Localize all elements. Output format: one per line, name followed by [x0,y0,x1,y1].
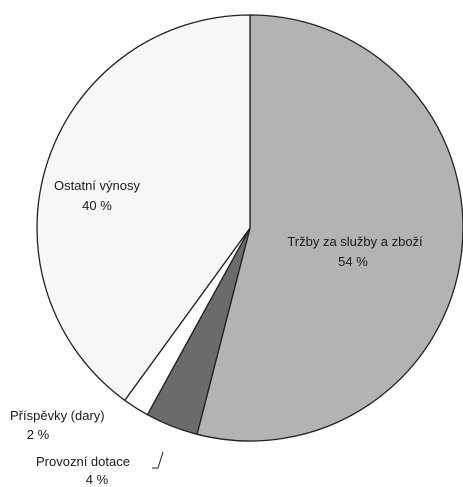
slice-value-trzby: 54 % [338,254,368,269]
leader-line-provozni-dotace [152,451,164,469]
slice-label-prispevky: Příspěvky (dary) [10,408,105,423]
pie-slice-ostatni-vynosy [36,14,251,402]
pie-slices [36,14,463,442]
slice-value-prispevky: 2 % [27,427,50,442]
slice-label-trzby: Tržby za služby a zboží [287,234,423,249]
slice-label-provozni: Provozní dotace [36,454,130,469]
slice-value-ostatni: 40 % [82,198,112,213]
slice-label-ostatni: Ostatní výnosy [54,178,140,193]
slice-value-provozni: 4 % [86,472,109,487]
pie-slice-trzby [196,14,463,442]
leader-lines [152,451,164,469]
